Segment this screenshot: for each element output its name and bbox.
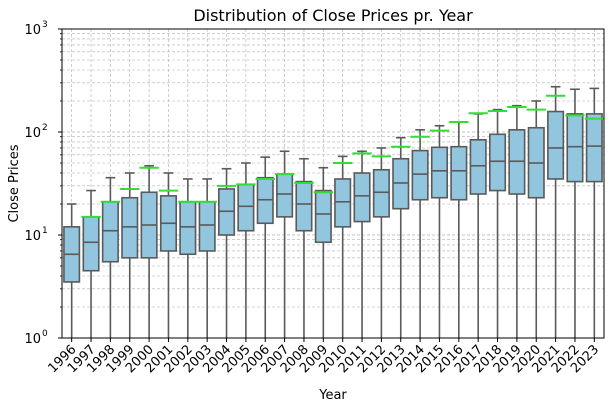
box-iqr [353,172,371,223]
x-ticks: 1996199719981999200020012002200320042005… [45,338,602,376]
box-iqr [372,168,390,218]
box-iqr [450,145,468,201]
box-iqr [179,201,197,256]
y-tick-label: 10 [24,332,41,347]
box-iqr [237,183,255,232]
boxes-layer [63,85,604,338]
y-tick-label: 10 [24,126,41,141]
box-iqr [82,216,100,272]
y-tick-label: 10 [24,23,41,38]
box-iqr [430,146,449,199]
box-iqr [469,138,487,195]
chart-title: Distribution of Close Prices pr. Year [193,6,473,25]
x-axis-label: Year [318,388,347,403]
box-iqr [295,180,313,232]
y-tick-exponent: 3 [42,20,48,30]
box-iqr [121,196,139,259]
y-tick-exponent: 1 [42,226,48,236]
box-iqr [276,173,294,218]
box-iqr [488,133,507,192]
box-iqr [314,189,332,244]
box-iqr [334,178,352,228]
box-iqr [411,149,429,201]
box-iqr [585,113,603,183]
plot-frame [61,28,605,339]
y-tick-exponent: 2 [42,123,48,133]
y-axis-label: Close Prices [7,144,22,222]
box-iqr [566,113,584,183]
box-iqr [198,201,216,252]
box-iqr [547,110,565,180]
y-tick-exponent: 0 [42,329,48,339]
box-iqr [101,201,119,263]
y-tick-label: 10 [24,229,41,244]
